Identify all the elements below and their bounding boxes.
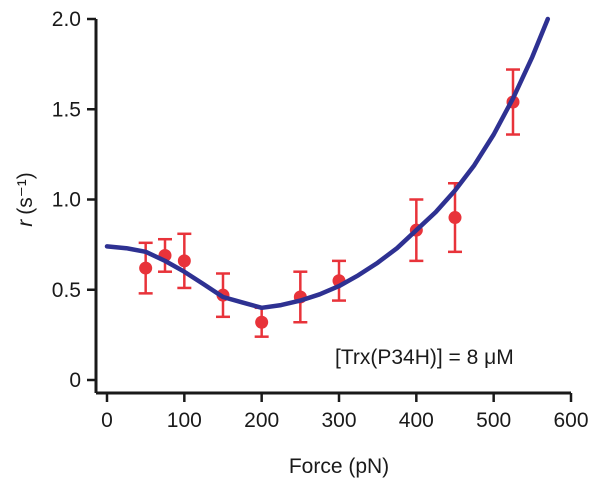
data-point (448, 211, 462, 225)
data-point-group (158, 237, 172, 273)
y-tick-label: 0 (69, 369, 81, 392)
x-tick-label: 100 (167, 409, 202, 432)
data-point (139, 261, 153, 275)
x-tick-label: 200 (244, 409, 279, 432)
plot-area (104, 16, 551, 338)
concentration-annotation: [Trx(P34H)] = 8 μM (335, 346, 514, 369)
x-tick-label: 400 (399, 409, 434, 432)
data-point-group (177, 232, 192, 290)
x-tick-label: 0 (101, 409, 113, 432)
data-point-group (254, 306, 269, 338)
data-point (255, 315, 269, 329)
x-tick-label: 300 (321, 409, 356, 432)
x-axis-ticks: 0 100 200 300 400 500 600 (101, 393, 589, 432)
y-tick-label: 0.5 (52, 279, 81, 302)
axes: 0 100 200 300 400 500 600 0 0.5 1.0 1.5 2.0 Force … (14, 8, 589, 478)
data-point (177, 254, 191, 268)
y-tick-label: 1.0 (52, 189, 81, 212)
data-point-group (332, 259, 346, 302)
y-axis-symbol: r (14, 219, 37, 227)
x-tick-label: 600 (553, 409, 588, 432)
data-point-group (448, 182, 462, 254)
y-tick-label: 1.5 (52, 98, 81, 121)
x-tick-label: 500 (476, 409, 511, 432)
fit-curve (104, 16, 551, 311)
y-axis-unit: (s⁻¹) (14, 172, 37, 215)
y-axis-ticks: 0 0.5 1.0 1.5 2.0 (52, 8, 96, 392)
y-axis-title: r (s⁻¹) (14, 172, 37, 227)
x-axis-title: Force (pN) (289, 455, 389, 478)
y-tick-label: 2.0 (52, 8, 81, 31)
